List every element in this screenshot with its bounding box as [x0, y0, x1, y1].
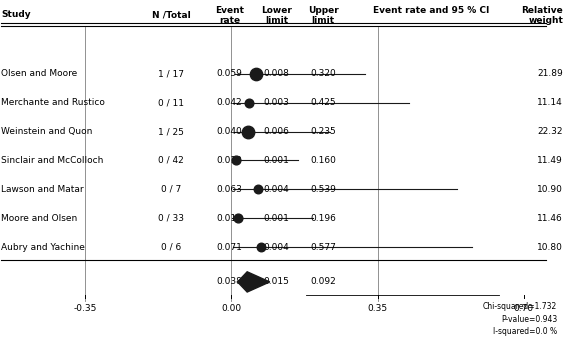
- Text: 0.539: 0.539: [310, 185, 336, 194]
- Text: Event
rate: Event rate: [215, 6, 244, 25]
- Text: Upper
limit: Upper limit: [308, 6, 339, 25]
- Text: 0.038: 0.038: [217, 277, 243, 286]
- Text: -0.35: -0.35: [74, 304, 96, 312]
- Text: 11.49: 11.49: [537, 156, 563, 165]
- Text: 0 / 42: 0 / 42: [158, 156, 184, 165]
- Text: 0.015: 0.015: [217, 214, 243, 223]
- Text: Merchante and Rustico: Merchante and Rustico: [1, 98, 105, 107]
- Text: 0 / 6: 0 / 6: [161, 243, 181, 252]
- Text: 0.35: 0.35: [368, 304, 387, 312]
- Text: 0.006: 0.006: [263, 127, 289, 136]
- Text: 0.003: 0.003: [263, 98, 289, 107]
- Text: Lower
limit: Lower limit: [261, 6, 292, 25]
- Text: Weinstein and Quon: Weinstein and Quon: [1, 127, 93, 136]
- Text: Aubry and Yachine: Aubry and Yachine: [1, 243, 85, 252]
- Text: 0.008: 0.008: [263, 69, 289, 78]
- Text: 0.004: 0.004: [263, 243, 289, 252]
- Text: N /Total: N /Total: [152, 10, 191, 19]
- Text: 21.89: 21.89: [537, 69, 563, 78]
- Polygon shape: [238, 272, 270, 292]
- Text: Olsen and Moore: Olsen and Moore: [1, 69, 78, 78]
- Text: 22.32: 22.32: [537, 127, 563, 136]
- Text: 1 / 25: 1 / 25: [158, 127, 184, 136]
- Text: 0.015: 0.015: [263, 277, 289, 286]
- Text: 0.092: 0.092: [310, 277, 336, 286]
- Text: 0 / 11: 0 / 11: [158, 98, 184, 107]
- Text: 0.320: 0.320: [310, 69, 336, 78]
- Text: 0 / 7: 0 / 7: [161, 185, 181, 194]
- Text: Sinclair and McColloch: Sinclair and McColloch: [1, 156, 103, 165]
- Text: 0.577: 0.577: [310, 243, 336, 252]
- Text: Chi-squared=1.732
P-value=0.943
I-squared=0.0 %: Chi-squared=1.732 P-value=0.943 I-square…: [483, 302, 557, 336]
- Text: 0.059: 0.059: [217, 69, 243, 78]
- Text: 0.040: 0.040: [217, 127, 242, 136]
- Text: 0.001: 0.001: [263, 214, 289, 223]
- Text: Event rate and 95 % CI: Event rate and 95 % CI: [373, 6, 490, 15]
- Text: 11.14: 11.14: [537, 98, 563, 107]
- Text: 0.001: 0.001: [263, 156, 289, 165]
- Text: 0.235: 0.235: [310, 127, 336, 136]
- Text: 1 / 17: 1 / 17: [158, 69, 184, 78]
- Text: 0 / 33: 0 / 33: [158, 214, 184, 223]
- Text: Study: Study: [1, 10, 31, 19]
- Text: Lawson and Matar: Lawson and Matar: [1, 185, 84, 194]
- Text: 0.70: 0.70: [514, 304, 534, 312]
- Text: 0.160: 0.160: [310, 156, 336, 165]
- Text: 0.196: 0.196: [310, 214, 336, 223]
- Text: 0.00: 0.00: [221, 304, 241, 312]
- Text: 10.80: 10.80: [537, 243, 563, 252]
- Text: 0.042: 0.042: [217, 98, 242, 107]
- Text: 0.012: 0.012: [217, 156, 242, 165]
- Text: Relative
weight: Relative weight: [522, 6, 563, 25]
- Text: 0.004: 0.004: [263, 185, 289, 194]
- Text: Moore and Olsen: Moore and Olsen: [1, 214, 78, 223]
- Text: 11.46: 11.46: [537, 214, 563, 223]
- Text: 0.425: 0.425: [310, 98, 336, 107]
- Text: 10.90: 10.90: [537, 185, 563, 194]
- Text: 0.063: 0.063: [217, 185, 243, 194]
- Text: 0.071: 0.071: [217, 243, 243, 252]
